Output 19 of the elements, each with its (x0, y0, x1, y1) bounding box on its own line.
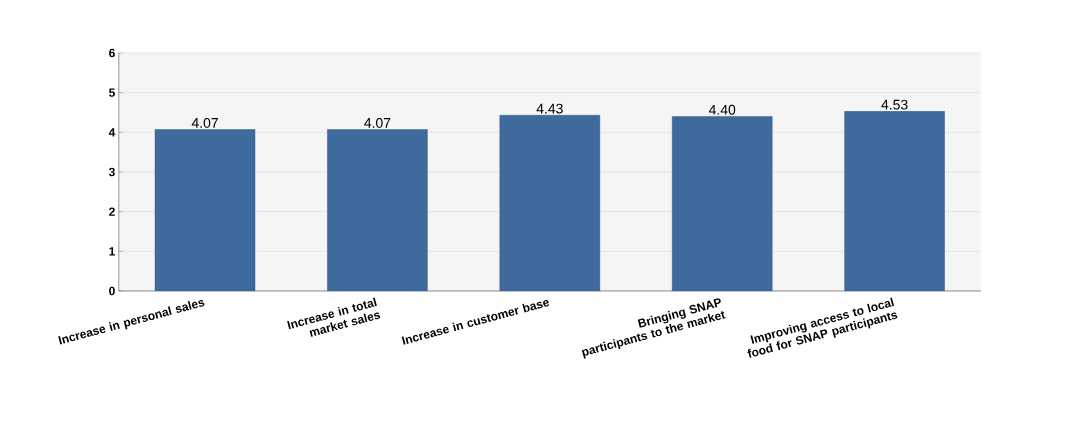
x-tick-label: Increase in total market sales (287, 297, 381, 337)
y-tick-label: 4 (108, 128, 116, 137)
data-label: 4.07 (364, 117, 391, 128)
y-tick-label: 3 (108, 167, 115, 177)
bar (154, 129, 256, 291)
data-label: 4.53 (881, 99, 908, 110)
data-label: 4.40 (708, 104, 736, 115)
y-tick-label: 0 (109, 286, 115, 296)
data-label: 4.43 (536, 103, 563, 114)
bar (499, 115, 600, 291)
y-tick-label: 2 (109, 207, 115, 216)
bar (327, 129, 428, 291)
y-tick-label: 1 (109, 247, 115, 256)
y-tick-label: 6 (109, 48, 115, 58)
y-tick-label: 5 (109, 88, 115, 97)
x-tick-label: Increase in customer base (401, 300, 550, 345)
bar (672, 116, 773, 291)
bar (844, 111, 945, 291)
data-label: 4.07 (191, 117, 218, 128)
